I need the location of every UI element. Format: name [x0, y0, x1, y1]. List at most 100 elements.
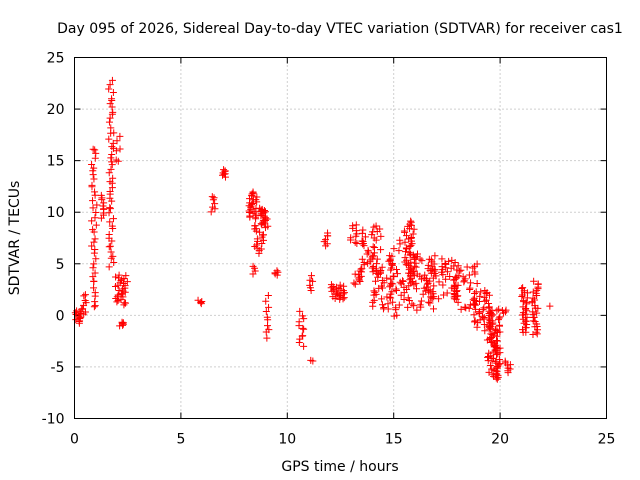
- data-point: [118, 318, 126, 326]
- data-point: [440, 291, 448, 299]
- data-point: [480, 321, 488, 329]
- data-point: [91, 246, 99, 254]
- data-point: [80, 292, 88, 300]
- data-point: [351, 270, 359, 278]
- data-point: [340, 282, 348, 290]
- data-point: [106, 242, 114, 250]
- data-point: [106, 187, 114, 195]
- data-point: [392, 285, 400, 293]
- data-point: [495, 314, 503, 322]
- data-point: [263, 334, 271, 342]
- data-point: [112, 156, 120, 164]
- data-point: [439, 281, 447, 289]
- data-point: [463, 263, 471, 271]
- data-point: [395, 301, 403, 309]
- data-point: [389, 298, 397, 306]
- data-point: [450, 282, 458, 290]
- data-point: [426, 286, 434, 294]
- data-point: [105, 85, 113, 93]
- data-point: [88, 217, 96, 225]
- data-point: [518, 284, 526, 292]
- data-point: [407, 217, 415, 225]
- data-point: [299, 332, 307, 340]
- data-point: [396, 236, 404, 244]
- y-tick-label: -10: [42, 412, 65, 428]
- data-point: [529, 308, 537, 316]
- data-point: [110, 259, 118, 267]
- data-point: [384, 300, 392, 308]
- x-tick-label: 15: [385, 432, 403, 448]
- data-point: [407, 250, 415, 258]
- data-point: [392, 286, 400, 294]
- data-point: [470, 318, 478, 326]
- data-point: [502, 306, 510, 314]
- x-tick-label: 10: [278, 432, 296, 448]
- data-point: [264, 222, 272, 230]
- data-point: [409, 230, 417, 238]
- data-point: [89, 145, 97, 153]
- data-point: [473, 280, 481, 288]
- data-point: [92, 255, 100, 263]
- data-point: [418, 257, 426, 265]
- data-point: [453, 266, 461, 274]
- data-point: [257, 245, 265, 253]
- data-point: [336, 281, 344, 289]
- data-point: [481, 286, 489, 294]
- data-point: [295, 318, 303, 326]
- data-point: [454, 272, 462, 280]
- data-point: [378, 276, 386, 284]
- data-point: [274, 268, 282, 276]
- data-point: [467, 279, 475, 287]
- data-point: [410, 267, 418, 275]
- data-point: [519, 303, 527, 311]
- data-point: [81, 297, 89, 305]
- data-point: [372, 222, 380, 230]
- data-point: [386, 283, 394, 291]
- data-point: [264, 291, 272, 299]
- data-point: [387, 264, 395, 272]
- data-point: [488, 333, 496, 341]
- data-point: [347, 234, 355, 242]
- data-point: [469, 296, 477, 304]
- y-axis-ticks: -10 -5 0 5 10 15 20 25: [42, 51, 607, 428]
- data-point: [438, 263, 446, 271]
- data-point: [265, 303, 273, 311]
- data-point: [421, 271, 429, 279]
- data-point: [91, 298, 99, 306]
- data-point: [122, 272, 130, 280]
- data-point: [220, 166, 228, 174]
- x-tick-label: 25: [598, 432, 616, 448]
- y-tick-label: 15: [47, 154, 65, 170]
- data-point: [360, 259, 368, 267]
- data-point: [393, 270, 401, 278]
- data-point: [423, 283, 431, 291]
- data-point: [451, 283, 459, 291]
- data-point: [77, 305, 85, 313]
- data-point: [480, 313, 488, 321]
- data-point: [198, 297, 206, 305]
- data-point: [484, 353, 492, 361]
- data-point: [109, 139, 117, 147]
- data-point: [459, 273, 467, 281]
- plot-frame: [74, 57, 607, 419]
- data-point: [470, 301, 478, 309]
- data-point: [400, 227, 408, 235]
- data-point: [251, 208, 259, 216]
- data-point: [300, 325, 308, 333]
- data-point: [90, 164, 98, 172]
- data-point: [108, 158, 116, 166]
- data-point: [491, 325, 499, 333]
- data-point: [89, 226, 97, 234]
- chart-title: Day 095 of 2026, Sidereal Day-to-day VTE…: [57, 21, 623, 37]
- data-point: [210, 194, 218, 202]
- y-tick-label: 0: [56, 308, 65, 324]
- data-point: [402, 244, 410, 252]
- x-axis-ticks: 0 5 10 15 20 25: [70, 57, 616, 448]
- data-point: [115, 286, 123, 294]
- data-point: [105, 118, 113, 126]
- data-point: [364, 246, 372, 254]
- data-point: [97, 191, 105, 199]
- data-point: [422, 276, 430, 284]
- data-point: [390, 245, 398, 253]
